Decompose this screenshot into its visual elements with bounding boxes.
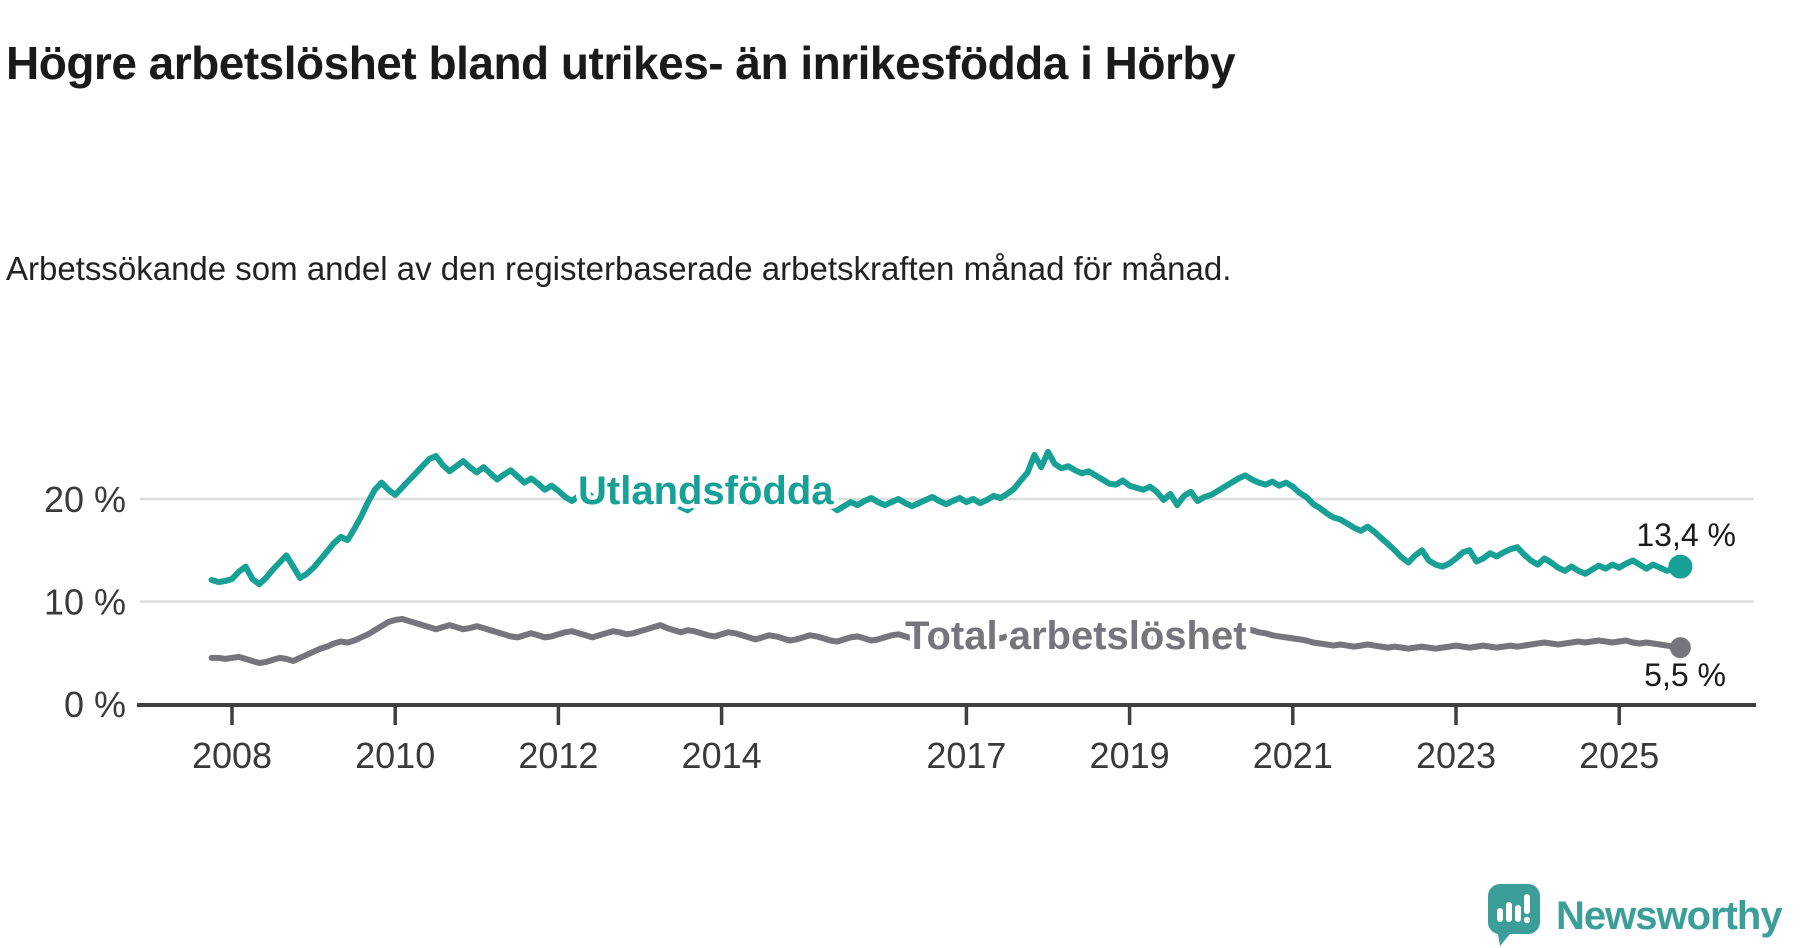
series-end-dot-utlandsf-dda <box>1668 554 1693 579</box>
x-tick-label-2010: 2010 <box>355 735 435 776</box>
series-line-utlandsf-dda <box>208 448 1684 588</box>
series-end-dot-total-arbetsl-shet <box>1669 637 1691 659</box>
x-tick-label-2008: 2008 <box>192 735 272 776</box>
y-tick-label-20: 20 % <box>44 479 126 520</box>
x-tick-label-2014: 2014 <box>682 735 762 776</box>
newsworthy-logo: Newsworthy <box>1488 884 1783 948</box>
x-tick-label-2017: 2017 <box>926 735 1006 776</box>
x-tick-label-2025: 2025 <box>1579 735 1659 776</box>
series-layer <box>208 448 1693 666</box>
newsworthy-logo-icon <box>1488 884 1540 946</box>
series-label-total-arbetsloshet: Total arbetslöshet <box>905 614 1247 658</box>
logo-bubble-shape <box>1488 884 1540 946</box>
logo-bar-chart-glyph <box>1497 894 1531 924</box>
page-title: Högre arbetslöshet bland utrikes- än inr… <box>6 36 1236 89</box>
x-tick-label-2019: 2019 <box>1090 735 1170 776</box>
x-tick-label-2023: 2023 <box>1416 735 1496 776</box>
end-value-label-total: 5,5 % <box>1644 657 1726 693</box>
series-label-utlandsfodda: Utlandsfödda <box>578 469 834 513</box>
series-line-total-arbetsl-shet <box>208 615 1684 666</box>
grid-layer: 0 % 10 % 20 % <box>44 479 1754 725</box>
y-tick-label-0: 0 % <box>64 684 126 725</box>
page-subtitle: Arbetssökande som andel av den registerb… <box>6 250 1232 287</box>
x-axis: 2008 2010 2012 2014 2017 2019 2021 2023 2025 <box>137 703 1756 776</box>
x-tick-label-2012: 2012 <box>518 735 598 776</box>
y-tick-label-10: 10 % <box>44 582 126 623</box>
end-value-label-utlandsfodda: 13,4 % <box>1636 517 1736 553</box>
newsworthy-logo-text: Newsworthy <box>1556 893 1783 938</box>
x-tick-label-2021: 2021 <box>1253 735 1333 776</box>
